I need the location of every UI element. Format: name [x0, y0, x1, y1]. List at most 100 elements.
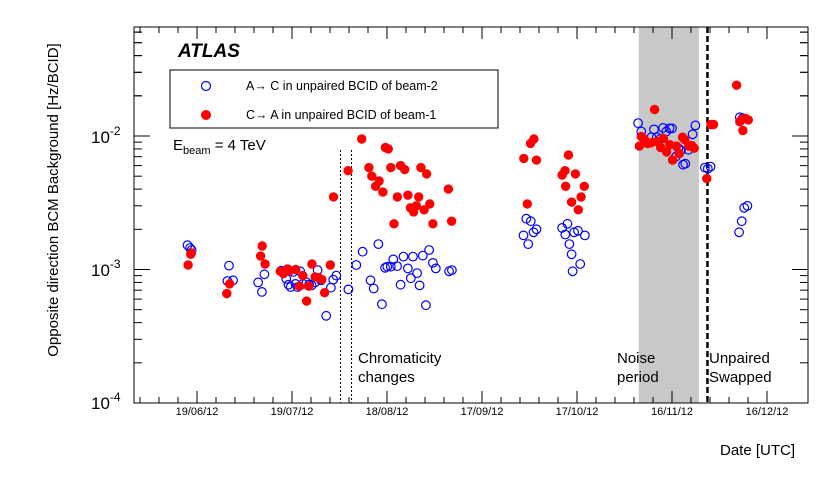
- plot-frame: [133, 26, 809, 404]
- beam1-point: [522, 199, 533, 209]
- beam2-point: [224, 260, 234, 271]
- beam1-point: [667, 155, 678, 165]
- beam1-point: [260, 259, 270, 269]
- beam1-point: [702, 173, 712, 184]
- beam2-point: [357, 246, 368, 257]
- beam2-point: [283, 279, 294, 290]
- beam1-point: [529, 134, 539, 144]
- xtick-label-5: 16/11/12: [651, 406, 693, 418]
- beam2-point: [687, 129, 698, 140]
- beam2-point: [734, 227, 744, 238]
- beam1-point: [186, 248, 197, 258]
- beam1-point: [738, 125, 748, 136]
- beam2-point: [414, 280, 425, 291]
- xtick-label-0: 19/06/12: [176, 406, 219, 418]
- legend-box: [169, 69, 499, 129]
- beam1-point: [328, 192, 339, 202]
- beam2-point: [365, 275, 376, 286]
- beam2-point: [408, 251, 418, 262]
- beam2-point: [428, 258, 438, 268]
- beam2-point: [421, 300, 431, 311]
- beam1-point: [425, 199, 435, 209]
- beam1-point: [446, 216, 457, 226]
- beam2-point: [257, 287, 267, 297]
- legend-marker-beam2: [200, 80, 212, 92]
- beam2-point: [368, 283, 379, 294]
- beam1-point: [307, 259, 317, 269]
- beam1-point: [319, 288, 330, 298]
- beam1-point: [416, 162, 426, 173]
- beam2-point: [564, 239, 575, 250]
- beam1-point: [570, 169, 581, 179]
- beam1-point: [563, 150, 574, 160]
- beam2-point: [351, 260, 362, 270]
- beam2-point: [523, 239, 534, 250]
- beam1-point: [222, 288, 232, 299]
- beam2-point: [575, 259, 586, 269]
- beam1-point: [634, 141, 645, 151]
- beam1-point: [414, 192, 424, 202]
- beam2-point: [667, 123, 677, 134]
- noise-label-line2: period: [617, 369, 659, 386]
- beam1-point: [386, 162, 396, 173]
- beam1-point: [367, 171, 377, 181]
- beam2-point: [385, 261, 396, 272]
- beam1-point: [531, 155, 542, 165]
- xtick-label-4: 17/10/12: [556, 406, 599, 418]
- beam1-point: [689, 143, 699, 153]
- beam2-point: [343, 284, 354, 295]
- beam1-point: [708, 119, 719, 130]
- beam1-point: [357, 134, 367, 144]
- beam1-point: [255, 251, 266, 261]
- beam1-point: [573, 205, 584, 215]
- beam1-point: [389, 219, 399, 229]
- beam1-point: [325, 260, 336, 270]
- beam1-point: [579, 181, 590, 192]
- beam1-point: [383, 144, 394, 154]
- beam1-point: [519, 153, 529, 164]
- beam1-point: [364, 162, 374, 173]
- beam2-point: [573, 225, 583, 236]
- axis-ticks: [134, 27, 808, 404]
- beam1-point: [566, 197, 577, 207]
- beam2-point: [566, 249, 577, 260]
- beam2-point: [525, 216, 536, 227]
- beam2-point: [321, 310, 332, 321]
- beam1-point: [411, 201, 422, 211]
- chromaticity-label-line1: Chromaticity: [358, 350, 442, 367]
- beam2-point: [562, 218, 573, 229]
- beam1-point: [674, 148, 685, 159]
- beam2-point: [382, 261, 393, 272]
- beam1-point: [301, 296, 312, 306]
- beam2-point: [664, 123, 675, 134]
- beam2-point: [430, 263, 441, 274]
- beam2-point: [392, 261, 403, 272]
- beam2-point: [417, 250, 428, 261]
- beam1-point: [649, 104, 660, 115]
- beam1-point: [294, 281, 305, 291]
- beam2-point: [518, 230, 529, 241]
- beam1-point: [317, 274, 327, 285]
- beam2-point: [403, 263, 413, 274]
- beam2-point: [405, 273, 416, 284]
- beam2-point: [380, 262, 391, 273]
- ytick-label-1e-2: 10-2: [91, 124, 121, 147]
- beam2-point: [690, 120, 701, 131]
- y-axis-title: Opposite direction BCM Background [Hz/BC…: [45, 43, 62, 356]
- beam2-point: [560, 229, 571, 240]
- legend-label-beam2: A→ C in unpaired BCID of beam-2: [246, 79, 438, 93]
- xtick-label-3: 17/09/12: [461, 406, 504, 418]
- beam1-point: [291, 264, 301, 275]
- beam2-point: [331, 270, 342, 281]
- beam2-point: [395, 279, 406, 290]
- noise-label-line1: Noise: [617, 350, 655, 367]
- beam2-point: [705, 161, 716, 172]
- beam1-point: [304, 281, 314, 291]
- beam1-point: [421, 169, 432, 179]
- beam1-point: [658, 133, 669, 144]
- beam2-point: [377, 299, 387, 310]
- beam1-point: [392, 192, 403, 202]
- beam2-point: [412, 268, 423, 279]
- beam1-point: [576, 192, 586, 202]
- chromaticity-label-line2: changes: [358, 369, 415, 386]
